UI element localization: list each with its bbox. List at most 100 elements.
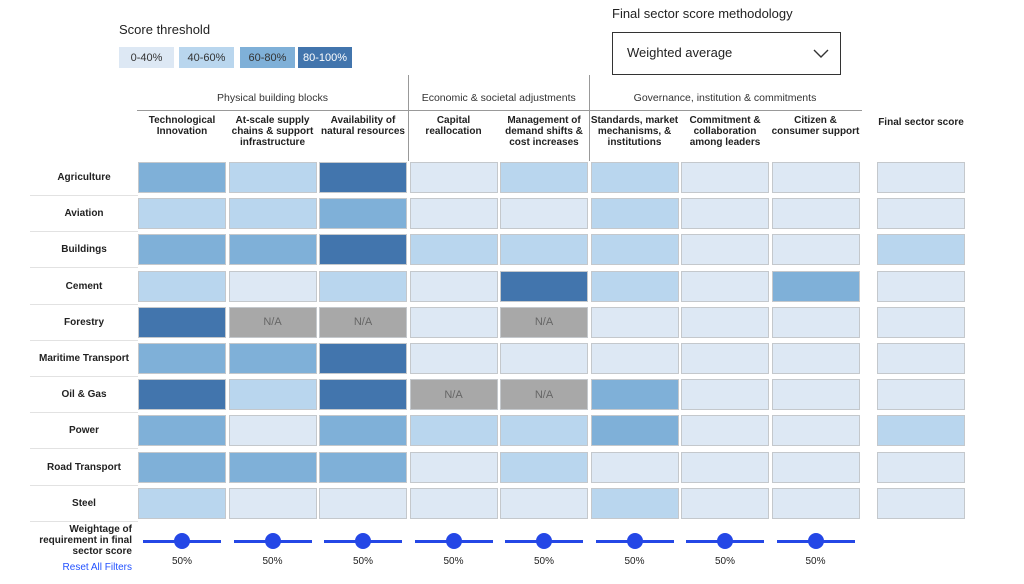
slider-knob[interactable] — [355, 533, 371, 549]
slider-knob[interactable] — [445, 533, 462, 549]
score-cell — [319, 270, 407, 302]
score-cell — [228, 234, 317, 266]
score-cell — [409, 487, 498, 519]
weightage-label: Weightage of requirement in final sector… — [39, 524, 132, 557]
column-header: Capital reallocation — [425, 115, 482, 137]
reset-link[interactable]: Reset All Filters — [62, 562, 132, 573]
weight-slider[interactable] — [233, 533, 312, 549]
score-cell: N/A — [500, 306, 588, 338]
weight-label: 50% — [262, 556, 283, 567]
score-cell — [138, 451, 226, 483]
score-cell — [877, 451, 965, 483]
score-cell — [877, 343, 965, 374]
row-label: Aviation — [30, 196, 138, 233]
weight-slider[interactable] — [143, 533, 221, 549]
score-cell — [228, 487, 317, 519]
score-cell — [877, 270, 965, 302]
dropdown-value: Weighted average — [627, 45, 733, 60]
column-header: At-scale supply chains & support infrast… — [231, 115, 314, 148]
na-label: N/A — [263, 316, 282, 329]
weight-label: 50% — [533, 556, 554, 567]
score-cell — [319, 487, 407, 519]
score-cell — [138, 198, 226, 230]
row-label: Buildings — [30, 232, 138, 269]
column-header: Citizen & consumer support — [771, 115, 860, 137]
score-cell — [228, 415, 317, 447]
row-label: Road Transport — [30, 450, 138, 486]
row-label: Power — [30, 413, 138, 450]
score-cell — [681, 270, 769, 302]
score-cell — [681, 451, 769, 483]
row-label: Forestry — [30, 305, 138, 341]
score-cell — [877, 379, 965, 411]
score-cell — [771, 379, 860, 411]
score-cell — [138, 234, 226, 266]
slider-knob[interactable] — [717, 533, 733, 549]
slider-knob[interactable] — [264, 533, 281, 549]
score-cell — [500, 415, 588, 447]
score-cell — [590, 270, 679, 302]
weight-slider[interactable] — [686, 533, 764, 549]
score-cell — [771, 270, 860, 302]
threshold-button[interactable]: 60-80% — [240, 47, 295, 68]
group-underline — [137, 110, 862, 111]
weight-label: 50% — [443, 556, 464, 567]
column-header: Commitment & collaboration among leaders — [689, 115, 761, 148]
score-cell — [590, 198, 679, 230]
score-cell: N/A — [409, 379, 498, 411]
score-cell — [138, 379, 226, 411]
score-cell — [409, 198, 498, 230]
weight-slider[interactable] — [414, 533, 493, 549]
row-label: Maritime Transport — [30, 341, 138, 377]
slider-knob[interactable] — [174, 533, 190, 549]
score-cell — [409, 270, 498, 302]
row-label: Cement — [30, 269, 138, 305]
score-cell: N/A — [500, 379, 588, 411]
threshold-button[interactable]: 80-100% — [298, 47, 352, 68]
score-cell — [409, 162, 498, 193]
methodology-dropdown[interactable]: Weighted average — [612, 32, 841, 75]
score-cell — [590, 343, 679, 374]
score-cell — [409, 306, 498, 338]
score-cell — [500, 451, 588, 483]
score-cell — [500, 198, 588, 230]
score-cell — [409, 343, 498, 374]
slider-knob[interactable] — [626, 533, 643, 549]
score-cell — [228, 270, 317, 302]
group-separator — [588, 75, 590, 161]
group-separator — [407, 75, 409, 161]
score-cell — [138, 487, 226, 519]
score-cell — [319, 162, 407, 193]
weight-slider[interactable] — [595, 533, 674, 549]
score-cell — [500, 487, 588, 519]
score-cell — [319, 198, 407, 230]
weight-slider[interactable] — [776, 533, 855, 549]
weight-slider[interactable] — [505, 533, 583, 549]
score-cell — [319, 415, 407, 447]
threshold-button[interactable]: 40-60% — [179, 47, 234, 68]
score-cell — [138, 270, 226, 302]
threshold-button[interactable]: 0-40% — [119, 47, 174, 68]
score-cell — [771, 415, 860, 447]
score-cell — [771, 343, 860, 374]
final-header: Final sector score — [878, 117, 964, 128]
score-cell — [409, 415, 498, 447]
score-cell — [590, 162, 679, 193]
slider-knob[interactable] — [536, 533, 552, 549]
score-cell — [500, 343, 588, 374]
score-cell — [138, 306, 226, 338]
weight-label: 50% — [352, 556, 373, 567]
score-cell — [319, 379, 407, 411]
score-cell — [319, 451, 407, 483]
score-cell — [590, 487, 679, 519]
slider-knob[interactable] — [807, 533, 824, 549]
weight-slider[interactable] — [324, 533, 402, 549]
row-label: Agriculture — [30, 160, 138, 196]
column-header: Technological Innovation — [148, 115, 216, 137]
score-cell — [771, 234, 860, 266]
weight-label: 50% — [714, 556, 735, 567]
score-cell — [138, 415, 226, 447]
na-label: N/A — [534, 316, 554, 329]
score-cell — [138, 162, 226, 193]
